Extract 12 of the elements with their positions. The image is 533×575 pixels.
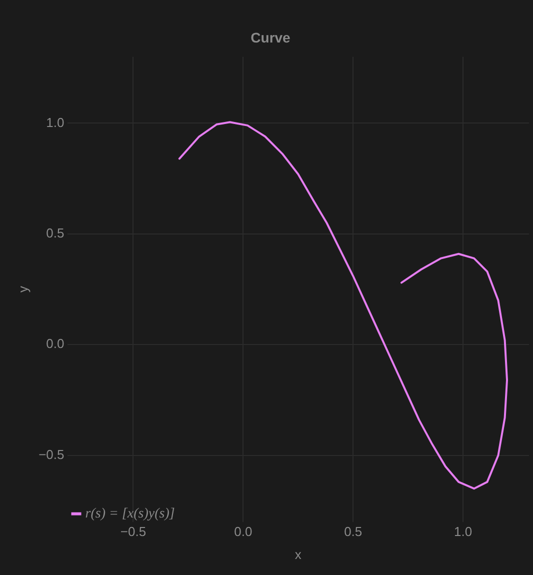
legend-label: r(s) = [x(s)y(s)] — [85, 506, 175, 522]
y-tick-label: 0.5 — [46, 226, 64, 241]
x-axis-title: x — [294, 546, 302, 562]
y-tick-label: 0.0 — [46, 336, 64, 352]
y-tick-label: 1.0 — [46, 114, 64, 130]
x-tick-label: 0.0 — [234, 524, 252, 540]
x-tick-label: 1.0 — [454, 524, 472, 540]
y-axis-title: y — [15, 286, 30, 293]
x-tick-label: 0.5 — [344, 524, 362, 540]
chart-title: Curve — [250, 29, 291, 46]
y-tick-label: −0.5 — [38, 446, 64, 462]
x-tick-label: −0.5 — [120, 524, 146, 540]
